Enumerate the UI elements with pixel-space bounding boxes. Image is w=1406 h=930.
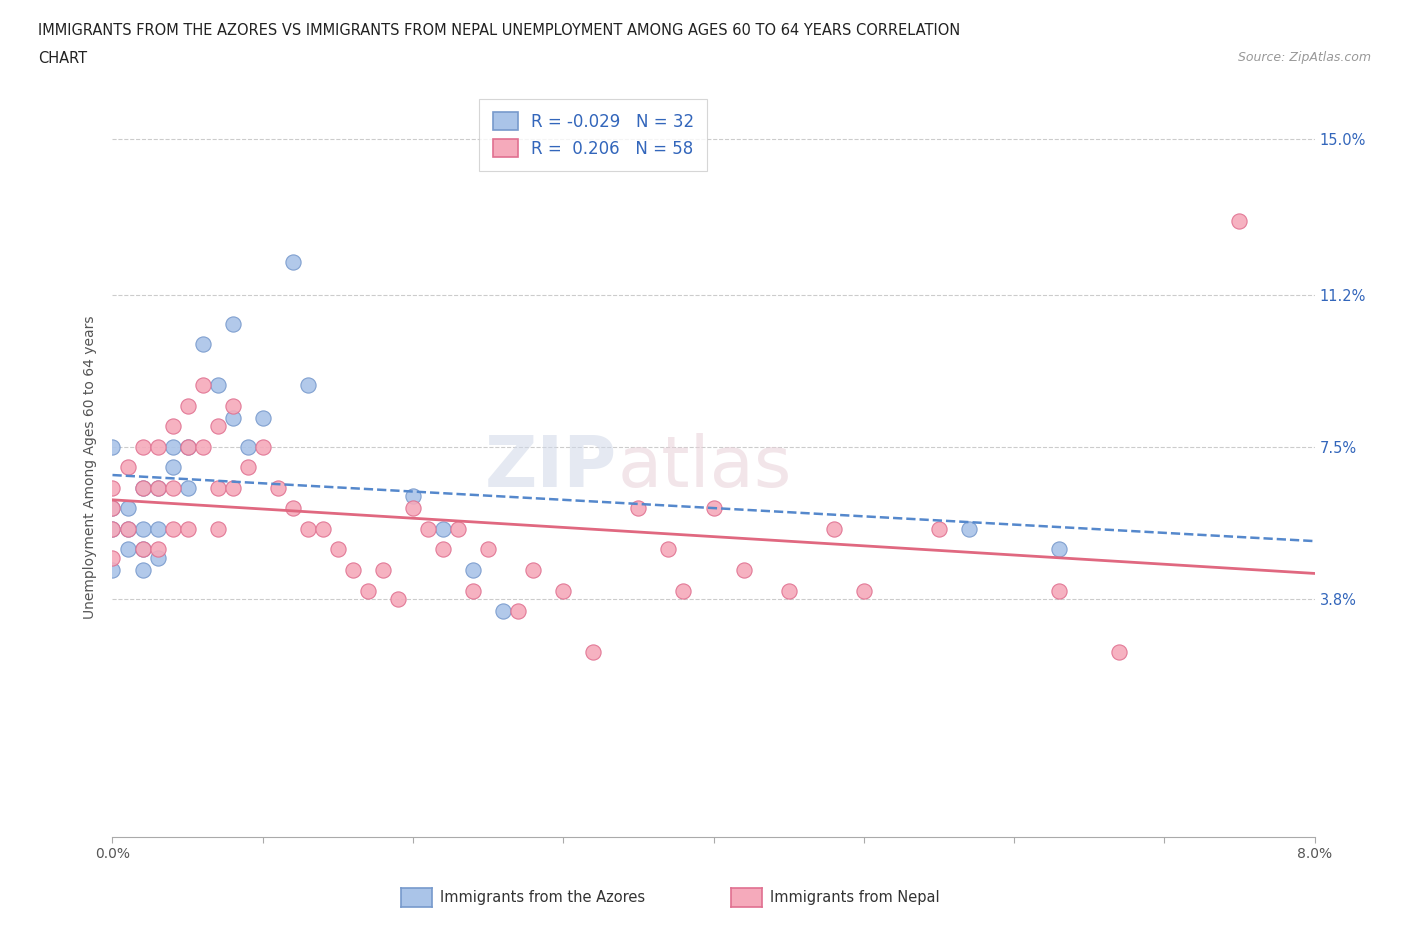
Point: [117, 501, 139, 516]
Point: [162, 439, 184, 454]
Point: [492, 604, 515, 618]
Point: [222, 410, 245, 425]
Y-axis label: Unemployment Among Ages 60 to 64 years: Unemployment Among Ages 60 to 64 years: [83, 315, 97, 619]
Point: [297, 378, 319, 392]
Point: [101, 522, 124, 537]
Point: [508, 604, 530, 618]
Point: [162, 460, 184, 474]
Point: [957, 522, 980, 537]
Point: [522, 563, 544, 578]
Point: [146, 481, 169, 496]
Point: [702, 501, 725, 516]
Point: [101, 522, 124, 537]
Point: [236, 460, 259, 474]
Point: [852, 583, 875, 598]
Point: [146, 439, 169, 454]
Text: CHART: CHART: [38, 51, 87, 66]
Point: [191, 337, 214, 352]
Point: [627, 501, 650, 516]
Point: [117, 522, 139, 537]
Text: atlas: atlas: [617, 432, 792, 502]
Point: [252, 410, 274, 425]
Point: [176, 439, 198, 454]
Point: [191, 378, 214, 392]
Point: [342, 563, 364, 578]
Point: [101, 481, 124, 496]
Point: [176, 522, 198, 537]
Point: [222, 316, 245, 331]
Point: [131, 522, 153, 537]
Text: IMMIGRANTS FROM THE AZORES VS IMMIGRANTS FROM NEPAL UNEMPLOYMENT AMONG AGES 60 T: IMMIGRANTS FROM THE AZORES VS IMMIGRANTS…: [38, 23, 960, 38]
Point: [207, 378, 229, 392]
Point: [117, 542, 139, 557]
Point: [461, 563, 484, 578]
Point: [267, 481, 290, 496]
Point: [207, 418, 229, 433]
Text: Immigrants from Nepal: Immigrants from Nepal: [770, 890, 941, 905]
Point: [162, 418, 184, 433]
Point: [281, 501, 304, 516]
Point: [733, 563, 755, 578]
Point: [101, 439, 124, 454]
Point: [131, 542, 153, 557]
Point: [416, 522, 439, 537]
Point: [387, 591, 409, 606]
Point: [191, 439, 214, 454]
Point: [117, 460, 139, 474]
Point: [131, 481, 153, 496]
Point: [101, 563, 124, 578]
Point: [101, 551, 124, 565]
Point: [1229, 214, 1251, 229]
Point: [146, 551, 169, 565]
Point: [402, 488, 425, 503]
Point: [432, 542, 454, 557]
Text: Source: ZipAtlas.com: Source: ZipAtlas.com: [1237, 51, 1371, 64]
Point: [823, 522, 845, 537]
Point: [281, 255, 304, 270]
Point: [357, 583, 380, 598]
Point: [207, 481, 229, 496]
Point: [146, 542, 169, 557]
Point: [326, 542, 349, 557]
Point: [312, 522, 335, 537]
Point: [176, 398, 198, 413]
Point: [1108, 644, 1130, 659]
Point: [131, 481, 153, 496]
Point: [778, 583, 800, 598]
Point: [222, 481, 245, 496]
Legend: R = -0.029   N = 32, R =  0.206   N = 58: R = -0.029 N = 32, R = 0.206 N = 58: [479, 99, 707, 171]
Point: [672, 583, 695, 598]
Point: [162, 481, 184, 496]
Point: [207, 522, 229, 537]
Point: [236, 439, 259, 454]
Point: [928, 522, 950, 537]
Point: [117, 522, 139, 537]
Text: ZIP: ZIP: [485, 432, 617, 502]
Point: [101, 501, 124, 516]
Point: [131, 563, 153, 578]
Point: [131, 542, 153, 557]
Point: [101, 501, 124, 516]
Point: [1047, 583, 1070, 598]
Point: [162, 522, 184, 537]
Point: [297, 522, 319, 537]
Point: [402, 501, 425, 516]
Point: [432, 522, 454, 537]
Point: [447, 522, 470, 537]
Point: [176, 481, 198, 496]
Point: [176, 439, 198, 454]
Point: [553, 583, 575, 598]
Point: [146, 522, 169, 537]
Point: [582, 644, 605, 659]
Point: [477, 542, 499, 557]
Point: [461, 583, 484, 598]
Point: [371, 563, 394, 578]
Point: [657, 542, 679, 557]
Text: Immigrants from the Azores: Immigrants from the Azores: [440, 890, 645, 905]
Point: [1047, 542, 1070, 557]
Point: [131, 439, 153, 454]
Point: [252, 439, 274, 454]
Point: [146, 481, 169, 496]
Point: [222, 398, 245, 413]
